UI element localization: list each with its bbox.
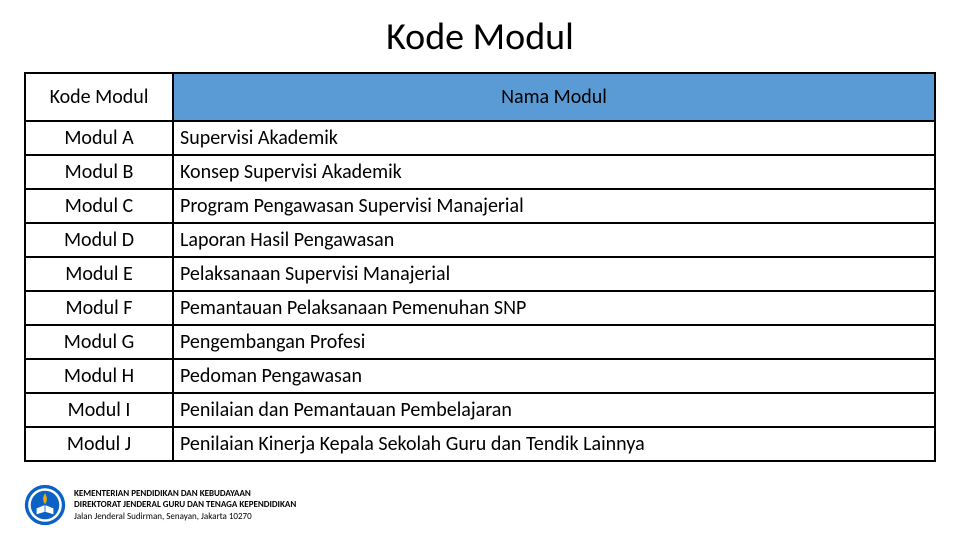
- table-row: Modul A Supervisi Akademik: [25, 121, 935, 155]
- cell-kode: Modul B: [25, 155, 173, 189]
- page-title: Kode Modul: [24, 14, 936, 60]
- cell-nama: Supervisi Akademik: [173, 121, 935, 155]
- cell-kode: Modul D: [25, 223, 173, 257]
- tut-wuri-handayani-icon: [24, 484, 66, 526]
- footer-line-2: DIREKTORAT JENDERAL GURU DAN TENAGA KEPE…: [74, 499, 296, 510]
- cell-kode: Modul I: [25, 393, 173, 427]
- table-row: Modul I Penilaian dan Pemantauan Pembela…: [25, 393, 935, 427]
- table-row: Modul C Program Pengawasan Supervisi Man…: [25, 189, 935, 223]
- cell-nama: Program Pengawasan Supervisi Manajerial: [173, 189, 935, 223]
- cell-kode: Modul H: [25, 359, 173, 393]
- cell-nama: Penilaian dan Pemantauan Pembelajaran: [173, 393, 935, 427]
- cell-nama: Pedoman Pengawasan: [173, 359, 935, 393]
- cell-kode: Modul F: [25, 291, 173, 325]
- table-row: Modul D Laporan Hasil Pengawasan: [25, 223, 935, 257]
- cell-kode: Modul A: [25, 121, 173, 155]
- footer: KEMENTERIAN PENDIDIKAN DAN KEBUDAYAAN DI…: [24, 484, 296, 526]
- cell-nama: Penilaian Kinerja Kepala Sekolah Guru da…: [173, 427, 935, 461]
- cell-kode: Modul J: [25, 427, 173, 461]
- cell-nama: Konsep Supervisi Akademik: [173, 155, 935, 189]
- cell-nama: Laporan Hasil Pengawasan: [173, 223, 935, 257]
- footer-line-1: KEMENTERIAN PENDIDIKAN DAN KEBUDAYAAN: [74, 488, 296, 499]
- table-header-row: Kode Modul Nama Modul: [25, 73, 935, 121]
- cell-kode: Modul C: [25, 189, 173, 223]
- table-row: Modul G Pengembangan Profesi: [25, 325, 935, 359]
- table-row: Modul H Pedoman Pengawasan: [25, 359, 935, 393]
- cell-nama: Pemantauan Pelaksanaan Pemenuhan SNP: [173, 291, 935, 325]
- slide: Kode Modul Kode Modul Nama Modul Modul A…: [0, 0, 960, 540]
- footer-text: KEMENTERIAN PENDIDIKAN DAN KEBUDAYAAN DI…: [74, 488, 296, 522]
- table-row: Modul B Konsep Supervisi Akademik: [25, 155, 935, 189]
- cell-kode: Modul E: [25, 257, 173, 291]
- table-row: Modul E Pelaksanaan Supervisi Manajerial: [25, 257, 935, 291]
- cell-kode: Modul G: [25, 325, 173, 359]
- kode-modul-table: Kode Modul Nama Modul Modul A Supervisi …: [24, 72, 936, 462]
- table-row: Modul J Penilaian Kinerja Kepala Sekolah…: [25, 427, 935, 461]
- footer-line-3: Jalan Jenderal Sudirman, Senayan, Jakart…: [74, 511, 296, 522]
- column-header-kode: Kode Modul: [25, 73, 173, 121]
- column-header-nama: Nama Modul: [173, 73, 935, 121]
- table-row: Modul F Pemantauan Pelaksanaan Pemenuhan…: [25, 291, 935, 325]
- cell-nama: Pelaksanaan Supervisi Manajerial: [173, 257, 935, 291]
- cell-nama: Pengembangan Profesi: [173, 325, 935, 359]
